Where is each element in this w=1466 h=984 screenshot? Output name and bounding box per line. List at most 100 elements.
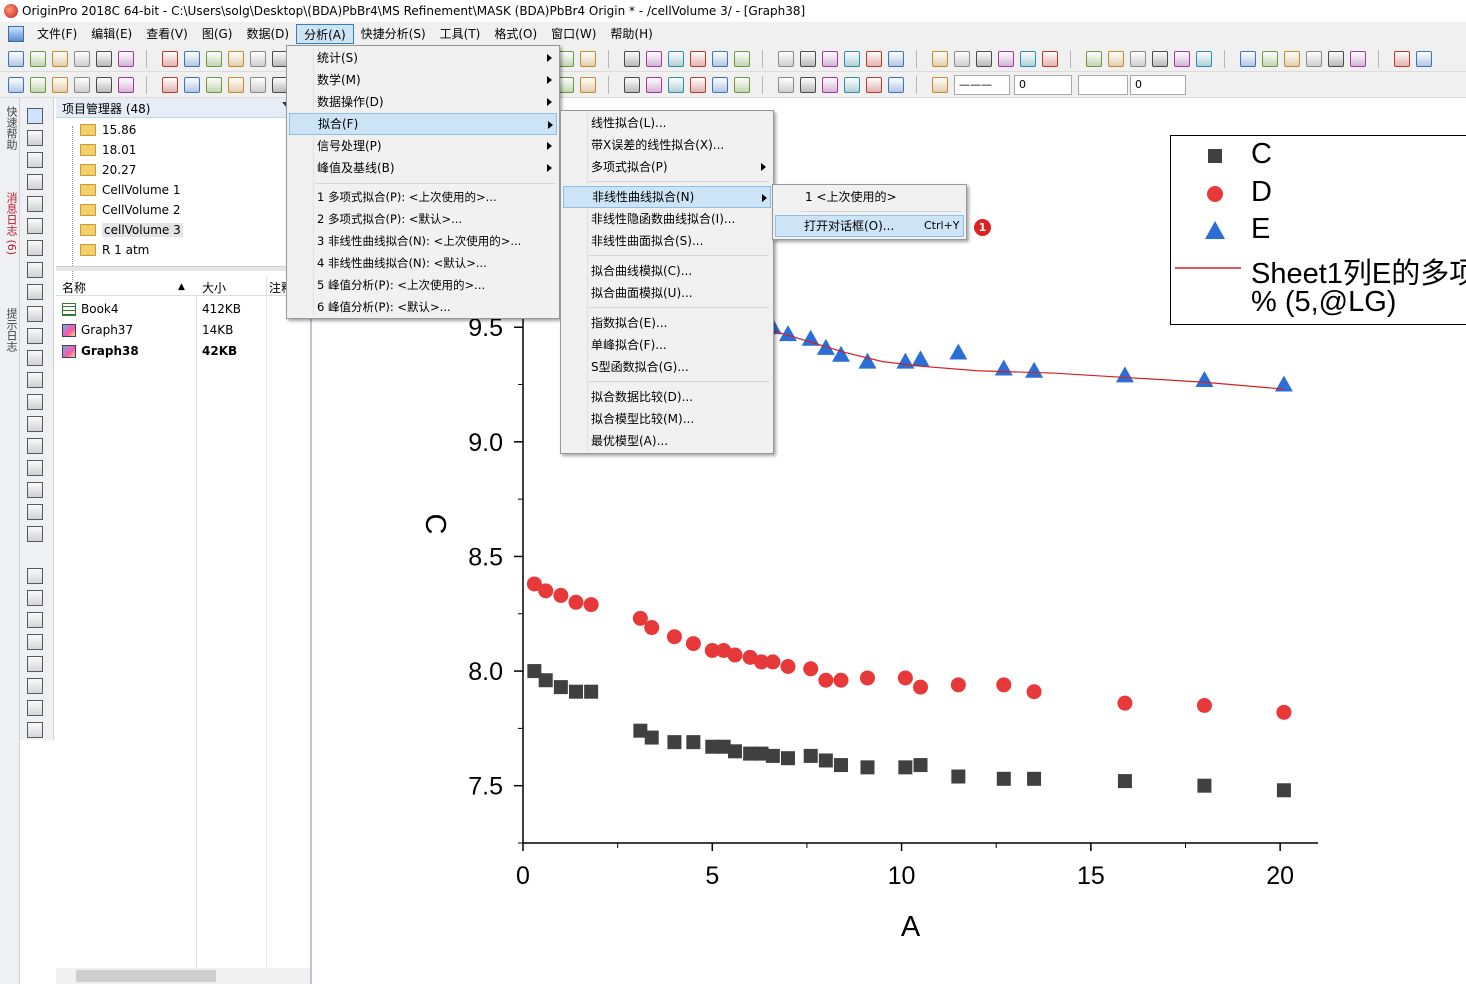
menu-analysis[interactable]: 分析(A) [296,24,354,44]
import-icon[interactable] [976,51,992,67]
folder-item[interactable]: cellVolume 3 [74,220,183,240]
graph-object-icon[interactable] [27,634,43,650]
save-icon[interactable] [162,77,178,93]
fit-menu-item[interactable]: 带X误差的线性拟合(X)... [563,134,771,156]
new-project-icon[interactable] [1196,51,1212,67]
new-matrix-icon[interactable] [52,51,68,67]
zoom-out-icon[interactable] [27,152,43,168]
mask-icon[interactable] [27,218,43,234]
fit-menu-item[interactable]: S型函数拟合(G)... [563,356,771,378]
recent-analysis-item[interactable]: 5 峰值分析(P): <上次使用的>... [317,278,486,292]
new-workbook-icon[interactable] [822,77,838,93]
zoom-in-icon[interactable] [27,130,43,146]
folder-item[interactable]: 15.86 [74,120,136,140]
analysis-menu-item[interactable]: 信号处理(P) [289,135,557,157]
pointer-icon[interactable] [27,504,43,520]
analysis-menu-item[interactable]: 数学(M) [289,69,557,91]
folder-item[interactable]: R 1 atm [74,240,149,260]
screen-reader-icon[interactable] [27,174,43,190]
menu-data[interactable]: 数据(D) [246,27,290,41]
import-icon[interactable] [580,51,596,67]
fit-menu-item[interactable]: 单峰拟合(F)... [563,334,771,356]
new-workbook-icon[interactable] [30,77,46,93]
new-project-icon[interactable] [800,77,816,93]
new-function-icon[interactable] [1284,51,1300,67]
folder-item[interactable]: 20.27 [74,160,136,180]
analysis-menu-item[interactable]: 拟合(F) [289,113,557,135]
arrange-icon[interactable] [778,51,794,67]
menu-view[interactable]: 查看(V) [146,27,188,41]
graph-icon[interactable] [27,438,43,454]
import-icon[interactable] [580,77,596,93]
rescale-icon[interactable] [668,77,684,93]
new-matrix-icon[interactable] [52,77,68,93]
new-graph-icon[interactable] [74,51,90,67]
rectangle-tool-icon[interactable] [27,372,43,388]
menu-help[interactable]: 帮助(H) [610,27,653,41]
new-graph-icon[interactable] [1262,51,1278,67]
zoom-icon[interactable] [624,77,640,93]
text-tool-icon[interactable] [27,284,43,300]
recent-analysis-item[interactable]: 3 非线性曲线拟合(N): <上次使用的>... [317,234,522,248]
open-dialog-item[interactable]: 打开对话框(O)... Ctrl+Y [775,215,964,237]
filter-icon[interactable] [1108,51,1124,67]
fit-menu-item[interactable]: 拟合曲线模拟(C)... [563,260,771,282]
new-workbook-icon[interactable] [822,51,838,67]
scrollbar-thumb[interactable] [76,970,216,982]
pattern-dropdown[interactable] [1078,75,1128,95]
menu-window[interactable]: 窗口(W) [551,27,597,41]
data-reader-icon[interactable] [690,51,706,67]
print-icon[interactable] [206,51,222,67]
zoom-icon[interactable] [624,51,640,67]
new-matrix-icon[interactable] [1240,51,1256,67]
fit-menu-item[interactable]: 非线性曲面拟合(S)... [563,230,771,252]
new-project-icon[interactable] [8,51,24,67]
scale-in-icon[interactable] [27,240,43,256]
pointer-icon[interactable] [27,108,43,124]
file-row[interactable]: Book4 412KB [56,299,310,320]
new-project-icon[interactable] [8,77,24,93]
fit-menu-item[interactable]: 多项式拟合(P) [563,156,771,178]
save-icon[interactable] [558,51,574,67]
print-icon[interactable] [1394,51,1410,67]
table-icon[interactable] [27,306,43,322]
data-reader-icon[interactable] [1086,51,1102,67]
quick-help-tab[interactable]: 快速帮助 [5,106,18,150]
import-icon[interactable] [184,51,200,67]
window-control-icon[interactable] [8,26,24,42]
new-graph-icon[interactable] [866,51,882,67]
nonlinear-recent-item[interactable]: 1 <上次使用的> [805,190,897,204]
import-icon[interactable] [184,77,200,93]
arrange-icon[interactable] [778,77,794,93]
zoom-icon[interactable] [1020,51,1036,67]
graph-object-icon[interactable] [27,700,43,716]
region-icon[interactable] [27,262,43,278]
column-name[interactable]: 名称 [62,281,87,295]
refresh-icon[interactable] [646,77,662,93]
panel-splitter[interactable] [56,266,310,271]
color-icon[interactable] [1130,51,1146,67]
data-selector-icon[interactable] [27,196,43,212]
new-layout-icon[interactable] [1306,51,1322,67]
save-icon[interactable] [162,51,178,67]
open-icon[interactable] [932,77,948,93]
folder-item[interactable]: CellVolume 2 [74,200,181,220]
horizontal-scrollbar[interactable] [56,968,310,984]
file-row[interactable]: Graph38 42KB [56,341,310,362]
refresh-icon[interactable] [646,51,662,67]
new-function-icon[interactable] [96,51,112,67]
eraser-icon[interactable] [27,482,43,498]
print-icon[interactable] [998,51,1014,67]
hand-icon[interactable] [27,394,43,410]
new-graph-icon[interactable] [866,77,882,93]
zoom-icon[interactable] [1416,51,1432,67]
fit-menu-item[interactable]: 拟合模型比较(M)... [563,408,771,430]
menu-tools[interactable]: 工具(T) [439,27,481,41]
fit-menu-item[interactable]: 指数拟合(E)... [563,312,771,334]
new-function-icon[interactable] [96,77,112,93]
plot-icon[interactable] [27,416,43,432]
open-icon[interactable] [932,51,948,67]
save-icon[interactable] [954,51,970,67]
filter-icon[interactable] [712,51,728,67]
new-workbook-icon[interactable] [30,51,46,67]
